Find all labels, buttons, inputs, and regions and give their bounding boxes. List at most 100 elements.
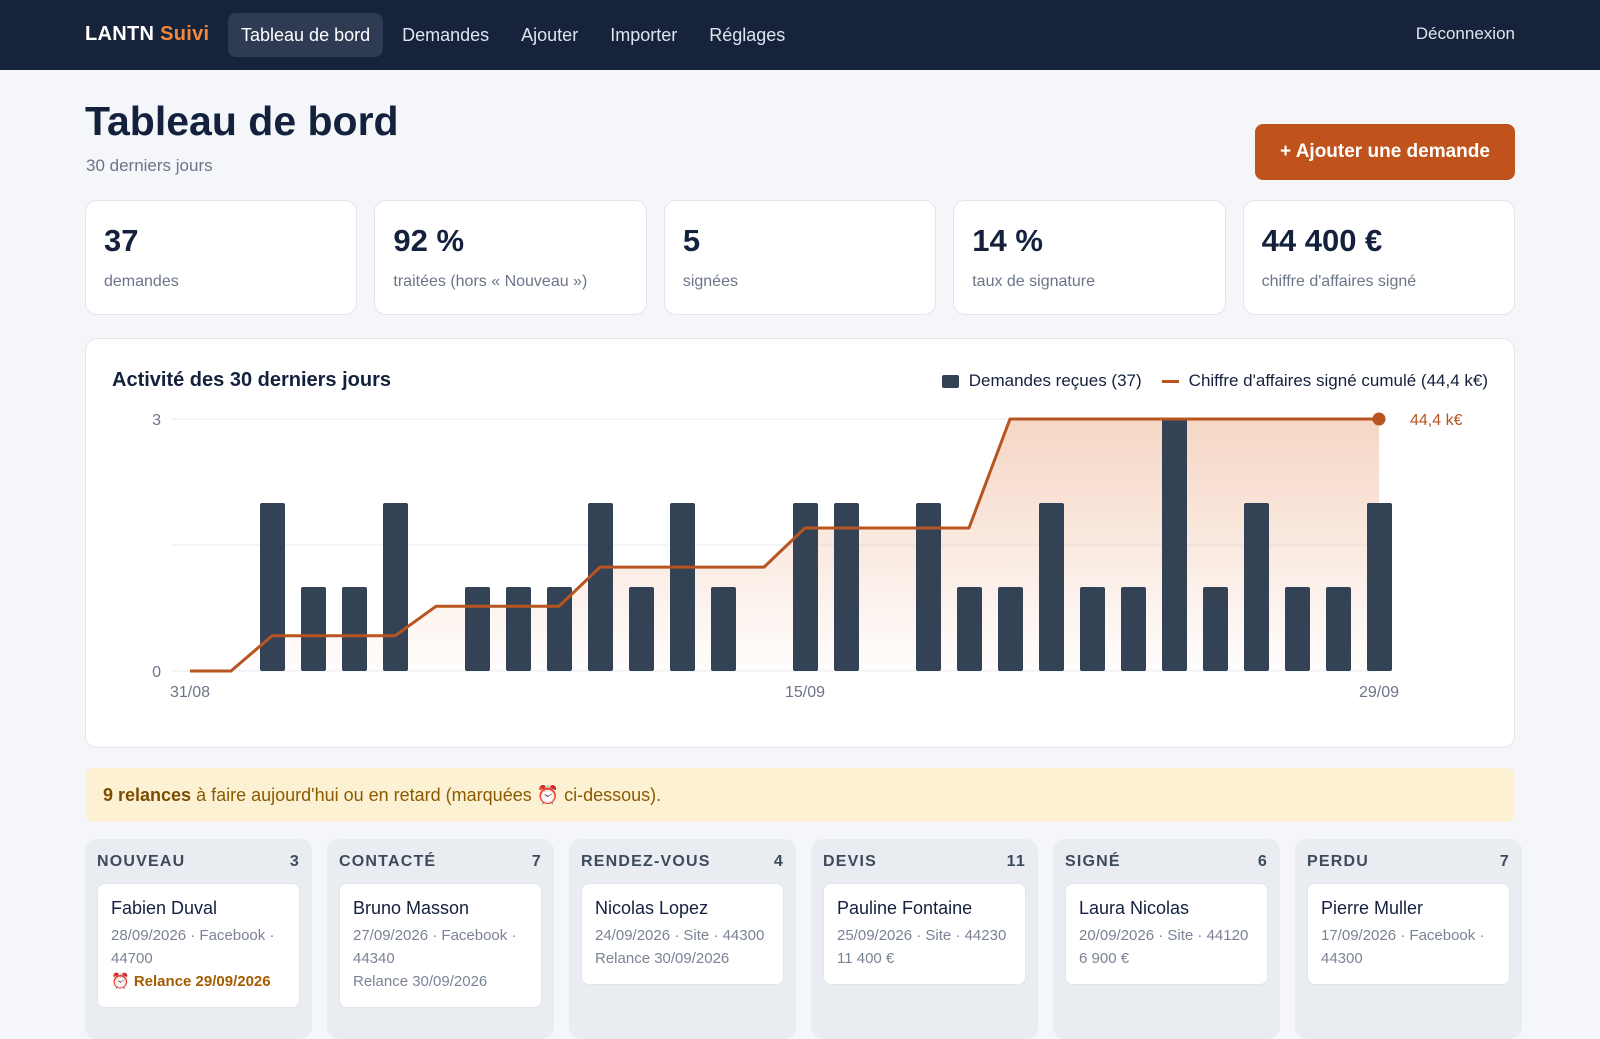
stat-value: 44 400 € bbox=[1261, 223, 1383, 258]
column-header: PERDU 7 bbox=[1307, 853, 1510, 871]
column-title: DEVIS bbox=[823, 853, 878, 870]
cumulative-end-label: 44,4 k€ bbox=[1410, 412, 1463, 429]
column-count: 7 bbox=[531, 853, 542, 870]
bar-01/09 bbox=[260, 503, 285, 671]
stat-card-chiffre-affaires: 44 400 € chiffre d'affaires signé bbox=[1242, 200, 1516, 315]
lead-name: Fabien Duval bbox=[111, 898, 218, 918]
bar-07/09 bbox=[506, 587, 531, 671]
lead-amount: 6 900 € bbox=[1079, 950, 1130, 967]
bar-25/09 bbox=[1244, 503, 1269, 671]
legend-swatch-bars bbox=[941, 374, 959, 388]
bar-14/09 bbox=[793, 503, 818, 671]
column-count: 7 bbox=[1499, 853, 1510, 870]
bar-04/09 bbox=[383, 503, 408, 671]
stat-value: 37 bbox=[104, 223, 139, 258]
kanban-column-devis: DEVIS 11 Pauline Fontaine 25/09/2026 · S… bbox=[811, 839, 1038, 1039]
relances-alert: 9 relances à faire aujourd'hui ou en ret… bbox=[85, 768, 1515, 822]
main-nav: Tableau de bord Demandes Ajouter Importe… bbox=[228, 13, 798, 57]
column-count: 6 bbox=[1257, 853, 1268, 870]
legend-label-line: Chiffre d'affaires signé cumulé (44,4 k€… bbox=[1188, 371, 1488, 390]
brand-accent: Suivi bbox=[160, 23, 210, 45]
lead-amount: 11 400 € bbox=[837, 950, 895, 967]
add-request-button[interactable]: + Ajouter une demande bbox=[1255, 124, 1515, 180]
logout-link[interactable]: Déconnexion bbox=[1415, 24, 1515, 43]
column-header: RENDEZ-VOUS 4 bbox=[581, 853, 784, 871]
bar-12/09 bbox=[711, 587, 736, 671]
bar-27/09 bbox=[1326, 587, 1351, 671]
lead-card[interactable]: Pauline Fontaine 25/09/2026 · Site · 442… bbox=[823, 883, 1026, 985]
column-count: 11 bbox=[1006, 853, 1026, 870]
y-tick-label: 3 bbox=[152, 412, 161, 429]
stat-label: traitées (hors « Nouveau ») bbox=[393, 273, 588, 290]
stat-value: 92 % bbox=[393, 223, 465, 258]
stat-label: signées bbox=[682, 273, 738, 290]
lead-card[interactable]: Nicolas Lopez 24/09/2026 · Site · 44300 … bbox=[581, 883, 784, 985]
bar-10/09 bbox=[629, 587, 654, 671]
kanban-column-nouveau: NOUVEAU 3 Fabien Duval 28/09/2026 · Face… bbox=[85, 839, 312, 1039]
kanban-board: NOUVEAU 3 Fabien Duval 28/09/2026 · Face… bbox=[85, 839, 1530, 1039]
lead-followup: Relance 30/09/2026 bbox=[353, 973, 488, 990]
bar-19/09 bbox=[998, 587, 1023, 671]
kanban-column-signe: SIGNÉ 6 Laura Nicolas 20/09/2026 · Site … bbox=[1053, 839, 1280, 1039]
lead-card[interactable]: Fabien Duval 28/09/2026 · Facebook · 447… bbox=[97, 883, 300, 1008]
bar-06/09 bbox=[465, 587, 490, 671]
legend-swatch-line bbox=[1161, 379, 1179, 383]
stat-label: taux de signature bbox=[972, 273, 1095, 290]
bar-28/09 bbox=[1367, 503, 1392, 671]
bar-11/09 bbox=[670, 503, 695, 671]
stat-label: demandes bbox=[104, 273, 179, 290]
nav-item-ajouter[interactable]: Ajouter bbox=[521, 25, 579, 45]
lead-meta: 17/09/2026 · Facebook · 44300 bbox=[1321, 927, 1485, 967]
column-title: RENDEZ-VOUS bbox=[581, 853, 711, 870]
column-header: SIGNÉ 6 bbox=[1065, 853, 1268, 871]
column-header: DEVIS 11 bbox=[823, 853, 1026, 871]
lead-name: Pierre Muller bbox=[1321, 898, 1424, 918]
lead-card[interactable]: Laura Nicolas 20/09/2026 · Site · 44120 … bbox=[1065, 883, 1268, 985]
nav-item-demandes[interactable]: Demandes bbox=[402, 25, 490, 45]
bar-22/09 bbox=[1121, 587, 1146, 671]
column-title: NOUVEAU bbox=[97, 853, 186, 870]
cumulative-line bbox=[190, 417, 1379, 673]
stat-label: chiffre d'affaires signé bbox=[1261, 273, 1417, 290]
nav-item-importer[interactable]: Importer bbox=[610, 25, 678, 45]
x-tick-label: 29/09 bbox=[1359, 684, 1399, 701]
lead-name: Pauline Fontaine bbox=[837, 898, 973, 918]
bar-08/09 bbox=[547, 587, 572, 671]
lead-card[interactable]: Pierre Muller 17/09/2026 · Facebook · 44… bbox=[1307, 883, 1510, 985]
bar-18/09 bbox=[957, 587, 982, 671]
page-subtitle: 30 derniers jours bbox=[86, 156, 213, 175]
stat-card-signees: 5 signées bbox=[663, 200, 937, 315]
nav-item-reglages[interactable]: Réglages bbox=[709, 25, 786, 45]
activity-chart-card: 0 3 44,4 k€ 31/08 15/09 29/09 Activité des 30… bbox=[85, 338, 1515, 748]
stat-value: 14 % bbox=[972, 223, 1043, 258]
column-header: NOUVEAU 3 bbox=[97, 853, 300, 871]
stat-card-demandes: 37 demandes bbox=[85, 200, 358, 315]
lead-followup-due: ⏰ Relance 29/09/2026 bbox=[111, 973, 271, 990]
stat-value: 5 bbox=[682, 223, 701, 258]
bar-03/09 bbox=[342, 587, 367, 671]
lead-meta: 28/09/2026 · Facebook · 44700 bbox=[111, 927, 275, 967]
stats-row: 37 demandes 92 % traitées (hors « Nouvea… bbox=[85, 200, 1516, 315]
stat-card-taux: 14 % taux de signature bbox=[953, 200, 1226, 315]
column-title: CONTACTÉ bbox=[339, 853, 437, 870]
nav-item-tableau-de-bord[interactable]: Tableau de bord bbox=[228, 13, 384, 57]
bar-02/09 bbox=[301, 587, 326, 671]
activity-chart: 0 3 44,4 k€ 31/08 15/09 29/09 bbox=[152, 412, 1463, 701]
bar-09/09 bbox=[588, 503, 613, 671]
lead-followup: Relance 30/09/2026 bbox=[595, 950, 730, 967]
lead-meta: 25/09/2026 · Site · 44230 bbox=[837, 927, 1007, 944]
column-header: CONTACTÉ 7 bbox=[339, 853, 542, 871]
lead-name: Bruno Masson bbox=[353, 898, 470, 918]
column-title: SIGNÉ bbox=[1065, 853, 1121, 870]
lead-card[interactable]: Bruno Masson 27/09/2026 · Facebook · 443… bbox=[339, 883, 542, 1008]
y-tick-label: 0 bbox=[152, 664, 161, 681]
bar-17/09 bbox=[916, 503, 941, 671]
x-tick-label: 15/09 bbox=[785, 684, 825, 701]
kanban-column-rendez-vous: RENDEZ-VOUS 4 Nicolas Lopez 24/09/2026 ·… bbox=[569, 839, 796, 1039]
brand-logo[interactable]: LANTN Suivi bbox=[85, 23, 209, 46]
alert-text: à faire aujourd'hui ou en retard (marqué… bbox=[191, 785, 662, 805]
column-title: PERDU bbox=[1307, 853, 1370, 870]
top-navbar: LANTN Suivi Tableau de bord Demandes Ajo… bbox=[0, 0, 1600, 70]
bar-26/09 bbox=[1285, 587, 1310, 671]
bar-21/09 bbox=[1080, 587, 1105, 671]
